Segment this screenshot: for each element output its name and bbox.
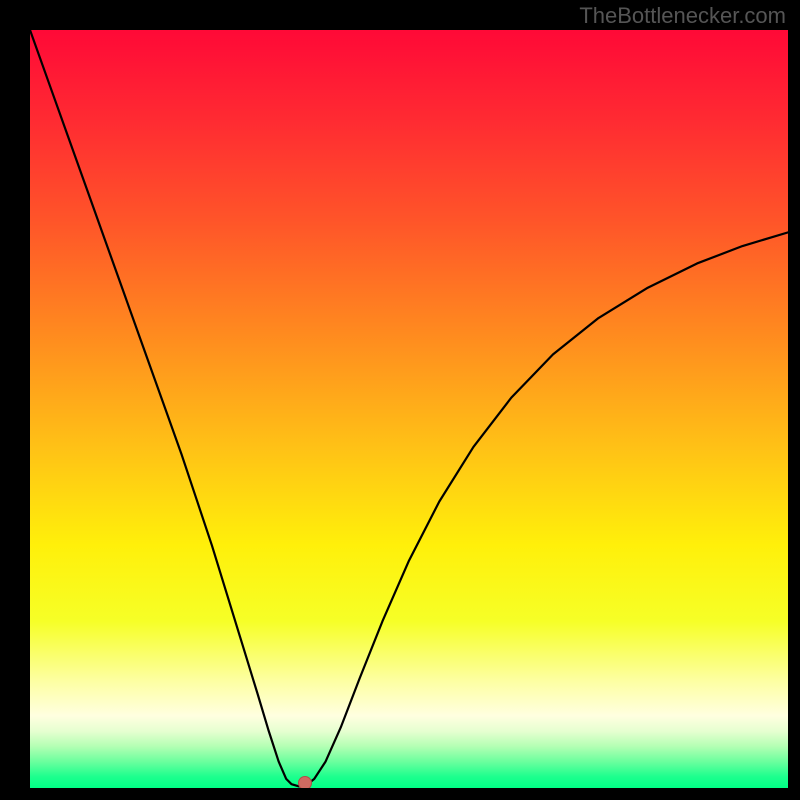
watermark-text: TheBottlenecker.com — [579, 3, 786, 29]
plot-area — [30, 30, 788, 788]
bottleneck-curve — [30, 30, 788, 788]
optimal-point-marker — [298, 776, 312, 788]
curve-path — [30, 30, 788, 786]
